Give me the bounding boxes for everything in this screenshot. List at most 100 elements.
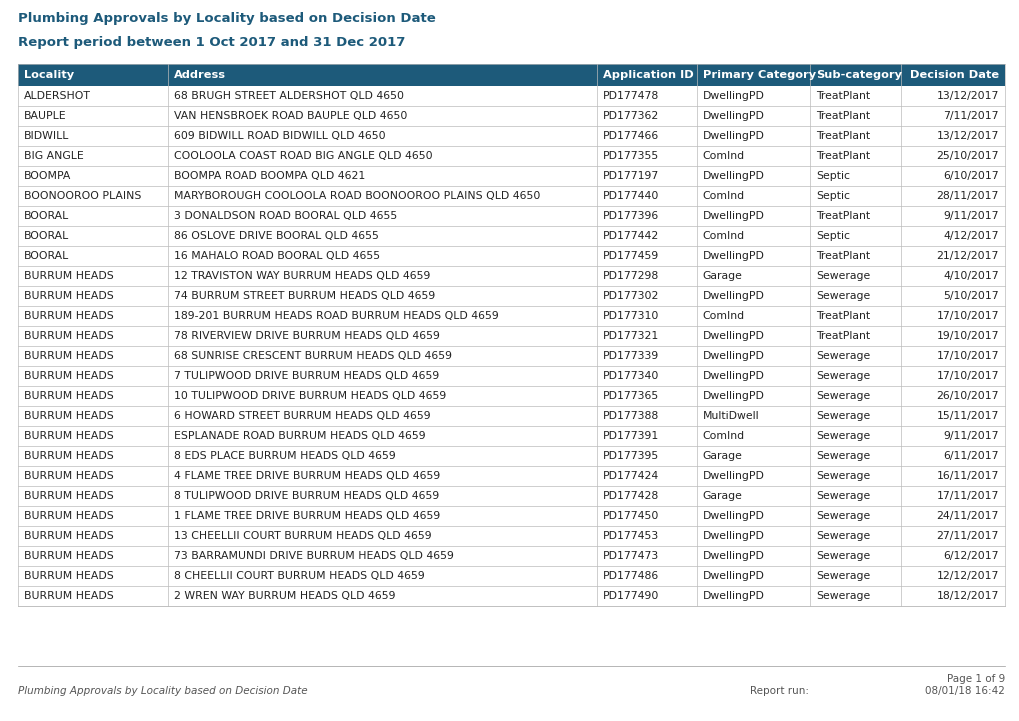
- Text: Sewerage: Sewerage: [815, 371, 870, 381]
- Text: ComInd: ComInd: [702, 231, 744, 241]
- Bar: [18, 166, 1004, 186]
- Text: 26/10/2017: 26/10/2017: [935, 391, 998, 401]
- Text: TreatPlant: TreatPlant: [815, 131, 870, 141]
- Text: PD177339: PD177339: [602, 351, 658, 361]
- Text: PD177302: PD177302: [602, 291, 658, 301]
- Text: 24/11/2017: 24/11/2017: [935, 511, 998, 521]
- Bar: [18, 346, 1004, 366]
- Text: Septic: Septic: [815, 231, 850, 241]
- Text: DwellingPD: DwellingPD: [702, 551, 763, 561]
- Text: Garage: Garage: [702, 451, 742, 461]
- Text: Decision Date: Decision Date: [909, 70, 998, 80]
- Text: Sewerage: Sewerage: [815, 271, 870, 281]
- Text: PD177428: PD177428: [602, 491, 658, 501]
- Text: PD177391: PD177391: [602, 431, 658, 441]
- Text: ComInd: ComInd: [702, 151, 744, 161]
- Text: BIG ANGLE: BIG ANGLE: [24, 151, 84, 161]
- Text: BURRUM HEADS: BURRUM HEADS: [24, 491, 114, 501]
- Text: BOOMPA: BOOMPA: [24, 171, 71, 181]
- Text: Sewerage: Sewerage: [815, 351, 870, 361]
- Text: Sewerage: Sewerage: [815, 571, 870, 581]
- Bar: [18, 106, 1004, 126]
- Text: 6/11/2017: 6/11/2017: [943, 451, 998, 461]
- Bar: [18, 426, 1004, 446]
- Text: 74 BURRUM STREET BURRUM HEADS QLD 4659: 74 BURRUM STREET BURRUM HEADS QLD 4659: [174, 291, 435, 301]
- Bar: [18, 506, 1004, 526]
- Text: 28/11/2017: 28/11/2017: [935, 191, 998, 201]
- Text: 4 FLAME TREE DRIVE BURRUM HEADS QLD 4659: 4 FLAME TREE DRIVE BURRUM HEADS QLD 4659: [174, 471, 440, 481]
- Text: Plumbing Approvals by Locality based on Decision Date: Plumbing Approvals by Locality based on …: [18, 686, 308, 696]
- Text: TreatPlant: TreatPlant: [815, 331, 870, 341]
- Text: Septic: Septic: [815, 171, 850, 181]
- Text: DwellingPD: DwellingPD: [702, 211, 763, 221]
- Text: 8 TULIPWOOD DRIVE BURRUM HEADS QLD 4659: 8 TULIPWOOD DRIVE BURRUM HEADS QLD 4659: [174, 491, 439, 501]
- Text: Sewerage: Sewerage: [815, 491, 870, 501]
- Text: PD177388: PD177388: [602, 411, 658, 421]
- Text: BURRUM HEADS: BURRUM HEADS: [24, 351, 114, 361]
- Text: DwellingPD: DwellingPD: [702, 391, 763, 401]
- Text: 2 WREN WAY BURRUM HEADS QLD 4659: 2 WREN WAY BURRUM HEADS QLD 4659: [174, 591, 395, 601]
- Text: BURRUM HEADS: BURRUM HEADS: [24, 591, 114, 601]
- Text: BOORAL: BOORAL: [24, 251, 69, 261]
- Bar: [18, 146, 1004, 166]
- Bar: [18, 226, 1004, 246]
- Text: 9/11/2017: 9/11/2017: [943, 211, 998, 221]
- Text: 13 CHEELLII COURT BURRUM HEADS QLD 4659: 13 CHEELLII COURT BURRUM HEADS QLD 4659: [174, 531, 431, 541]
- Text: Sewerage: Sewerage: [815, 531, 870, 541]
- Text: 7/11/2017: 7/11/2017: [943, 111, 998, 121]
- Text: BURRUM HEADS: BURRUM HEADS: [24, 451, 114, 461]
- Text: 68 BRUGH STREET ALDERSHOT QLD 4650: 68 BRUGH STREET ALDERSHOT QLD 4650: [174, 91, 404, 101]
- Text: BURRUM HEADS: BURRUM HEADS: [24, 311, 114, 321]
- Text: 25/10/2017: 25/10/2017: [935, 151, 998, 161]
- Text: 73 BARRAMUNDI DRIVE BURRUM HEADS QLD 4659: 73 BARRAMUNDI DRIVE BURRUM HEADS QLD 465…: [174, 551, 453, 561]
- Bar: [18, 586, 1004, 606]
- Text: BURRUM HEADS: BURRUM HEADS: [24, 551, 114, 561]
- Text: PD177321: PD177321: [602, 331, 658, 341]
- Text: Sewerage: Sewerage: [815, 291, 870, 301]
- Text: Locality: Locality: [24, 70, 74, 80]
- Text: PD177362: PD177362: [602, 111, 658, 121]
- Bar: [18, 446, 1004, 466]
- Text: 12 TRAVISTON WAY BURRUM HEADS QLD 4659: 12 TRAVISTON WAY BURRUM HEADS QLD 4659: [174, 271, 430, 281]
- Text: DwellingPD: DwellingPD: [702, 331, 763, 341]
- Text: TreatPlant: TreatPlant: [815, 151, 870, 161]
- Text: 6 HOWARD STREET BURRUM HEADS QLD 4659: 6 HOWARD STREET BURRUM HEADS QLD 4659: [174, 411, 430, 421]
- Text: PD177340: PD177340: [602, 371, 658, 381]
- Text: Sewerage: Sewerage: [815, 471, 870, 481]
- Text: 13/12/2017: 13/12/2017: [935, 91, 998, 101]
- Bar: [18, 546, 1004, 566]
- Text: 7 TULIPWOOD DRIVE BURRUM HEADS QLD 4659: 7 TULIPWOOD DRIVE BURRUM HEADS QLD 4659: [174, 371, 439, 381]
- Text: 8 EDS PLACE BURRUM HEADS QLD 4659: 8 EDS PLACE BURRUM HEADS QLD 4659: [174, 451, 395, 461]
- Bar: [18, 126, 1004, 146]
- Bar: [18, 306, 1004, 326]
- Text: 16/11/2017: 16/11/2017: [935, 471, 998, 481]
- Text: 27/11/2017: 27/11/2017: [935, 531, 998, 541]
- Text: Sewerage: Sewerage: [815, 391, 870, 401]
- Bar: [18, 566, 1004, 586]
- Text: DwellingPD: DwellingPD: [702, 571, 763, 581]
- Text: TreatPlant: TreatPlant: [815, 311, 870, 321]
- Text: DwellingPD: DwellingPD: [702, 91, 763, 101]
- Bar: [18, 386, 1004, 406]
- Text: Primary Category: Primary Category: [702, 70, 815, 80]
- Text: 17/10/2017: 17/10/2017: [935, 311, 998, 321]
- Text: 4/12/2017: 4/12/2017: [943, 231, 998, 241]
- Text: PD177459: PD177459: [602, 251, 658, 261]
- Text: 21/12/2017: 21/12/2017: [935, 251, 998, 261]
- Text: 16 MAHALO ROAD BOORAL QLD 4655: 16 MAHALO ROAD BOORAL QLD 4655: [174, 251, 380, 261]
- Text: DwellingPD: DwellingPD: [702, 291, 763, 301]
- Text: Sewerage: Sewerage: [815, 411, 870, 421]
- Text: 9/11/2017: 9/11/2017: [943, 431, 998, 441]
- Text: DwellingPD: DwellingPD: [702, 131, 763, 141]
- Text: TreatPlant: TreatPlant: [815, 211, 870, 221]
- Text: 6/12/2017: 6/12/2017: [943, 551, 998, 561]
- Text: PD177365: PD177365: [602, 391, 658, 401]
- Bar: [18, 64, 1004, 86]
- Text: Plumbing Approvals by Locality based on Decision Date: Plumbing Approvals by Locality based on …: [18, 12, 435, 25]
- Bar: [18, 406, 1004, 426]
- Text: BURRUM HEADS: BURRUM HEADS: [24, 371, 114, 381]
- Text: BURRUM HEADS: BURRUM HEADS: [24, 571, 114, 581]
- Text: DwellingPD: DwellingPD: [702, 171, 763, 181]
- Text: PD177490: PD177490: [602, 591, 658, 601]
- Text: Sewerage: Sewerage: [815, 591, 870, 601]
